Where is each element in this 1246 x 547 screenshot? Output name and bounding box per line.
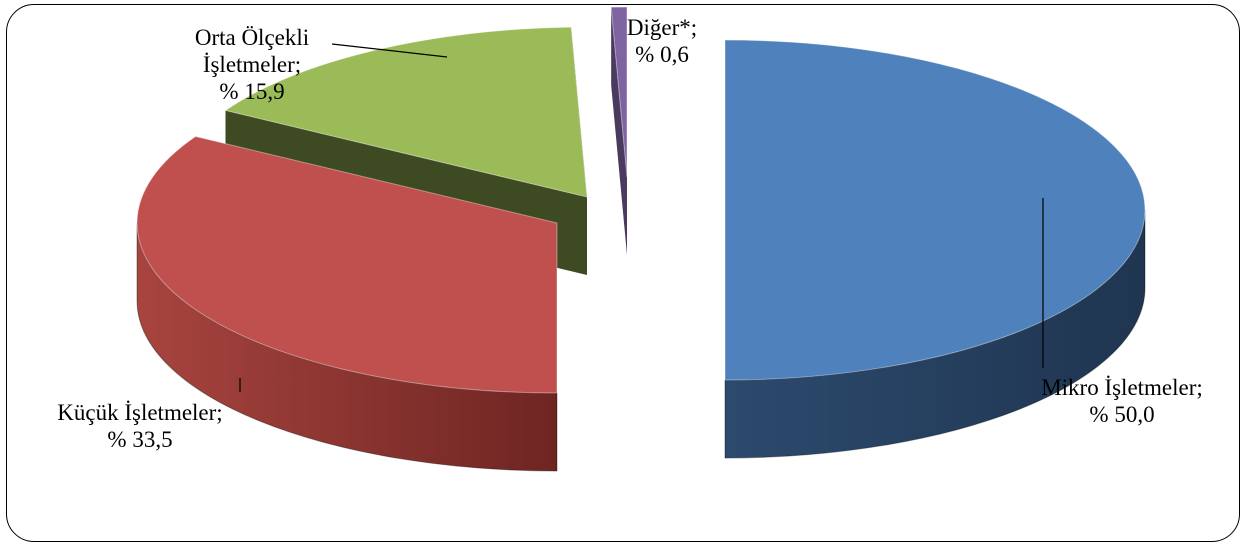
slice-top [724, 39, 1146, 381]
leader-line [331, 43, 448, 58]
data-label-line: Diğer*; [627, 15, 697, 40]
data-label-line: Orta Ölçekli [195, 25, 309, 50]
data-label-line: İşletmeler; [203, 52, 301, 77]
slice-cut-face [611, 7, 627, 256]
data-label-kucuk: Küçük İşletmeler;% 33,5 [57, 400, 222, 452]
data-label-line: % 0,6 [635, 42, 689, 67]
data-label-line: Mikro İşletmeler; [1041, 375, 1203, 400]
slice-mikro [724, 39, 1146, 459]
data-label-line: % 15,9 [219, 79, 284, 104]
data-label-orta: Orta Ölçekli İşletmeler;% 15,9 [195, 25, 309, 104]
data-label-mikro: Mikro İşletmeler;% 50,0 [1041, 375, 1203, 427]
data-label-line: % 50,0 [1089, 402, 1154, 427]
data-label-diger: Diğer*;% 0,6 [627, 15, 697, 67]
slice-top [610, 6, 628, 178]
slice-top [224, 26, 588, 198]
slice-top [136, 135, 558, 394]
slice-kucuk [136, 135, 558, 472]
slice-diger [610, 6, 628, 256]
data-label-line: % 33,5 [107, 427, 172, 452]
data-label-line: Küçük İşletmeler; [57, 400, 222, 425]
